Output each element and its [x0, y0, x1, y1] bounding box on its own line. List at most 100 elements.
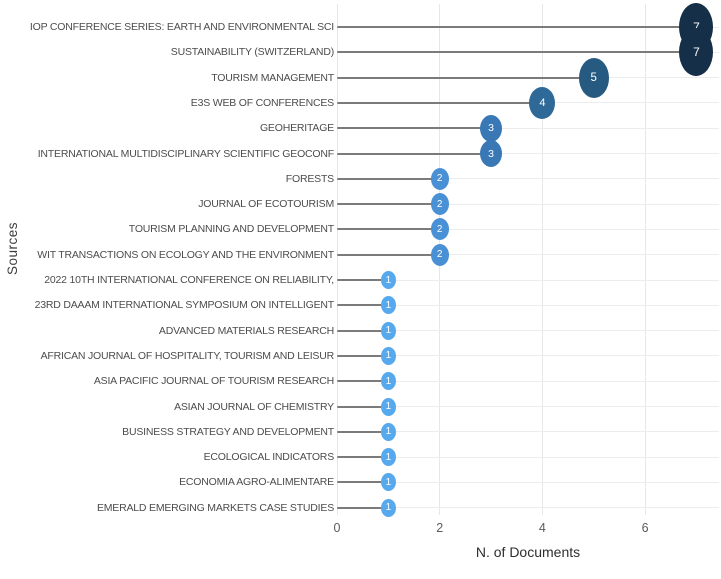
data-point-value: 1 [385, 299, 392, 311]
row-gridline [337, 355, 719, 357]
data-point-value: 3 [488, 147, 494, 160]
category-label: FORESTS [285, 172, 334, 185]
data-point-bubble[interactable]: 5 [578, 57, 609, 98]
category-label: E3S WEB OF CONFERENCES [190, 96, 334, 109]
category-label: TOURISM MANAGEMENT [211, 71, 334, 84]
lollipop-stem [337, 304, 389, 307]
lollipop-stem [337, 354, 389, 357]
lollipop-stem [337, 279, 389, 281]
category-label: AFRICAN JOURNAL OF HOSPITALITY, TOURISM … [40, 349, 335, 362]
x-gridline [644, 4, 646, 515]
lollipop-stem [337, 456, 389, 459]
category-label: EMERALD EMERGING MARKETS CASE STUDIES [96, 501, 334, 514]
x-gridline [336, 4, 338, 515]
data-point-bubble[interactable]: 1 [380, 448, 396, 467]
row-gridline [337, 380, 719, 382]
data-point-bubble[interactable]: 2 [430, 193, 449, 216]
category-label: WIT TRANSACTIONS ON ECOLOGY AND THE ENVI… [37, 248, 334, 261]
row-gridline [337, 431, 719, 433]
row-gridline [337, 481, 719, 483]
data-point-bubble[interactable]: 1 [380, 346, 396, 365]
data-point-value: 1 [385, 502, 392, 514]
data-point-value: 1 [385, 426, 392, 438]
lollipop-stem [337, 26, 697, 28]
data-point-value: 1 [385, 451, 392, 463]
data-point-value: 1 [385, 350, 392, 362]
category-label: ECOLOGICAL INDICATORS [203, 451, 335, 464]
data-point-bubble[interactable]: 1 [380, 397, 396, 416]
category-label: TOURISM PLANNING AND DEVELOPMENT [128, 223, 334, 236]
data-point-value: 4 [539, 96, 546, 109]
data-point-value: 2 [436, 223, 443, 235]
row-gridline [337, 178, 719, 180]
lollipop-stem [337, 506, 389, 509]
lollipop-stem [337, 329, 389, 332]
category-label: INTERNATIONAL MULTIDISCIPLINARY SCIENTIF… [37, 147, 334, 160]
data-point-bubble[interactable]: 2 [430, 167, 449, 190]
lollipop-stem [337, 481, 389, 484]
category-label: GEOHERITAGE [259, 122, 334, 135]
data-point-bubble[interactable]: 1 [380, 498, 396, 517]
data-point-bubble[interactable]: 1 [380, 271, 396, 289]
data-point-bubble[interactable]: 3 [480, 140, 503, 167]
data-point-value: 1 [385, 274, 392, 286]
row-gridline [337, 330, 719, 332]
data-point-value: 1 [385, 401, 392, 412]
row-gridline [337, 228, 719, 230]
data-point-bubble[interactable]: 7 [679, 28, 714, 77]
category-label: ADVANCED MATERIALS RESEARCH [158, 324, 334, 337]
lollipop-stem [337, 127, 492, 130]
x-tick-label: 4 [538, 521, 546, 535]
data-point-bubble[interactable]: 3 [480, 114, 503, 142]
category-label: ECONOMIA AGRO-ALIMENTARE [179, 476, 334, 489]
data-point-bubble[interactable]: 1 [380, 296, 396, 315]
lollipop-stem [337, 228, 440, 231]
category-label: IOP CONFERENCE SERIES: EARTH AND ENVIRON… [29, 21, 334, 33]
category-label: BUSINESS STRATEGY AND DEVELOPMENT [122, 425, 334, 438]
x-axis-title: N. of Documents [475, 544, 581, 560]
data-point-bubble[interactable]: 1 [380, 473, 396, 492]
row-gridline [337, 153, 719, 154]
lollipop-stem [337, 253, 440, 256]
lollipop-stem [337, 101, 543, 104]
data-point-bubble[interactable]: 2 [430, 218, 449, 241]
data-point-value: 7 [693, 45, 700, 60]
data-point-bubble[interactable]: 1 [380, 422, 396, 441]
data-point-bubble[interactable]: 1 [380, 372, 396, 391]
row-gridline [337, 507, 719, 509]
lollipop-stem [337, 152, 492, 155]
lollipop-stem [337, 430, 389, 433]
row-gridline [337, 304, 719, 306]
data-point-value: 1 [385, 476, 392, 488]
category-label: ASIA PACIFIC JOURNAL OF TOURISM RESEARCH [93, 375, 334, 388]
category-label: 2022 10TH INTERNATIONAL CONFERENCE ON RE… [44, 274, 334, 286]
data-point-bubble[interactable]: 4 [529, 86, 556, 119]
x-tick-label: 0 [333, 521, 341, 535]
data-point-value: 1 [385, 325, 392, 337]
lollipop-stem [337, 76, 594, 79]
x-tick-label: 2 [436, 521, 444, 535]
data-point-value: 2 [436, 198, 443, 210]
row-gridline [337, 203, 719, 205]
row-gridline [337, 406, 719, 407]
row-gridline [337, 279, 719, 281]
lollipop-stem [337, 177, 440, 180]
data-point-value: 2 [436, 173, 443, 185]
lollipop-stem [337, 380, 389, 383]
lollipop-stem [337, 51, 697, 54]
row-gridline [337, 456, 719, 458]
row-gridline [337, 127, 719, 129]
data-point-bubble[interactable]: 1 [380, 321, 396, 340]
data-point-value: 5 [590, 71, 597, 84]
data-point-bubble[interactable]: 2 [430, 243, 449, 266]
category-label: ASIAN JOURNAL OF CHEMISTRY [174, 400, 334, 413]
data-point-value: 1 [385, 375, 392, 387]
category-label: SUSTAINABILITY (SWITZERLAND) [170, 46, 334, 59]
row-gridline [337, 254, 719, 256]
category-label: JOURNAL OF ECOTOURISM [198, 198, 334, 211]
x-tick-label: 6 [641, 521, 649, 535]
data-point-value: 7 [693, 20, 700, 34]
data-point-value: 3 [488, 122, 494, 135]
data-point-value: 2 [436, 249, 443, 261]
